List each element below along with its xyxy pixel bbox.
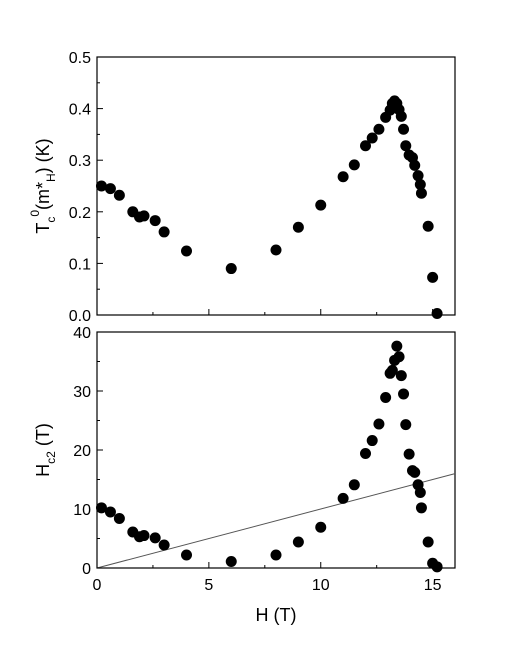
bottom-xtick-label: 5 <box>204 577 213 594</box>
bottom-ylabel-sub: c2 <box>44 451 58 464</box>
bottom-data-point <box>366 435 378 447</box>
bottom-data-point <box>414 486 426 498</box>
bottom-panel: 0 10 20 30 40 0 5 10 15 Hc2 (T) H (T) <box>33 325 456 625</box>
bottom-data-point <box>225 556 237 568</box>
bottom-ytick-label: 20 <box>73 443 91 460</box>
bottom-xtick-label: 0 <box>93 577 102 594</box>
top-data-point <box>360 140 371 152</box>
bottom-data-point <box>422 536 434 548</box>
bottom-data-point <box>380 391 392 403</box>
top-panel: 0.0 0.1 0.2 0.3 0.4 0.5 Tc0(m*H) (K) <box>28 50 456 325</box>
top-ytick-label: 0.0 <box>69 308 91 325</box>
bottom-points <box>95 340 443 573</box>
top-data-point <box>104 183 116 195</box>
bottom-data-point <box>403 448 415 460</box>
top-data-point <box>400 140 412 152</box>
top-data-point <box>95 180 107 192</box>
top-data-point <box>138 210 150 222</box>
bottom-data-point <box>138 530 150 542</box>
bottom-ylabel-tail: (T) <box>33 423 53 451</box>
top-ylabel-sub2: H <box>44 173 58 182</box>
bottom-data-point <box>373 418 385 430</box>
top-data-point <box>415 187 427 199</box>
bottom-data-point <box>386 364 398 376</box>
top-ytick-label: 0.5 <box>69 50 91 67</box>
bottom-data-point <box>270 549 282 561</box>
bottom-data-point <box>292 536 304 548</box>
top-ylabel-rest: (m* <box>33 182 53 210</box>
bottom-data-point <box>315 521 327 533</box>
bottom-ytick-label: 10 <box>73 502 91 519</box>
top-data-point <box>422 220 434 232</box>
bottom-data-point <box>391 340 403 352</box>
bottom-ticks: 0 10 20 30 40 0 5 10 15 <box>73 325 441 594</box>
bottom-plot-frame <box>96 331 456 569</box>
top-data-point <box>398 123 410 135</box>
bottom-ytick-label: 0 <box>82 561 91 578</box>
top-ytick-label: 0.1 <box>69 256 91 273</box>
bottom-data-point <box>400 419 412 431</box>
bottom-data-point <box>398 388 410 400</box>
top-data-point <box>315 199 327 211</box>
bottom-xlabel: H (T) <box>256 605 297 625</box>
bottom-data-point <box>348 479 360 491</box>
top-plot-frame <box>96 56 456 316</box>
bottom-data-point <box>149 532 161 544</box>
top-data-point <box>366 132 378 144</box>
top-data-point <box>412 170 424 182</box>
top-ylabel-main: T <box>33 223 53 234</box>
top-ytick-label: 0.2 <box>69 205 91 222</box>
top-ylabel-tail: ) (K) <box>33 138 53 173</box>
bottom-data-point <box>337 492 349 504</box>
top-ytick-label: 0.4 <box>69 102 91 119</box>
top-data-point <box>409 159 421 171</box>
top-data-point <box>158 226 170 238</box>
bottom-xtick-label: 15 <box>424 577 442 594</box>
bottom-data-point <box>395 370 407 382</box>
bottom-data-point <box>431 561 443 573</box>
top-data-point <box>348 159 360 171</box>
top-data-point <box>270 244 282 256</box>
top-data-point <box>414 178 426 190</box>
top-data-point <box>337 171 349 183</box>
top-data-point <box>395 110 407 122</box>
top-data-point <box>181 245 192 257</box>
bottom-ytick-label: 40 <box>73 325 91 342</box>
bottom-data-point <box>95 502 107 514</box>
top-data-point <box>225 263 237 275</box>
top-points <box>95 95 443 319</box>
top-data-point <box>292 221 304 233</box>
bottom-data-point <box>181 549 192 561</box>
bottom-data-point <box>158 539 170 551</box>
bottom-data-point <box>409 466 421 478</box>
top-ylabel: Tc0(m*H) (K) <box>28 138 58 233</box>
top-data-point <box>431 307 443 319</box>
bottom-data-point <box>393 351 405 363</box>
reference-line <box>96 473 456 569</box>
bottom-data-point <box>104 506 116 518</box>
bottom-data-point <box>415 502 427 514</box>
top-ylabel-sub: c <box>44 217 58 223</box>
top-ytick-label: 0.3 <box>69 153 91 170</box>
top-data-point <box>149 215 161 227</box>
top-ylabel-sup: 0 <box>28 210 42 217</box>
bottom-data-point <box>360 448 371 460</box>
bottom-ylabel-main: H <box>33 464 53 477</box>
top-data-point <box>373 123 385 135</box>
bottom-data-point <box>113 512 125 524</box>
bottom-ylabel: Hc2 (T) <box>33 423 58 477</box>
top-data-point <box>113 189 125 201</box>
top-data-point <box>427 271 439 283</box>
bottom-ytick-label: 30 <box>73 384 91 401</box>
bottom-xtick-label: 10 <box>312 577 330 594</box>
top-ticks: 0.0 0.1 0.2 0.3 0.4 0.5 <box>69 50 434 325</box>
